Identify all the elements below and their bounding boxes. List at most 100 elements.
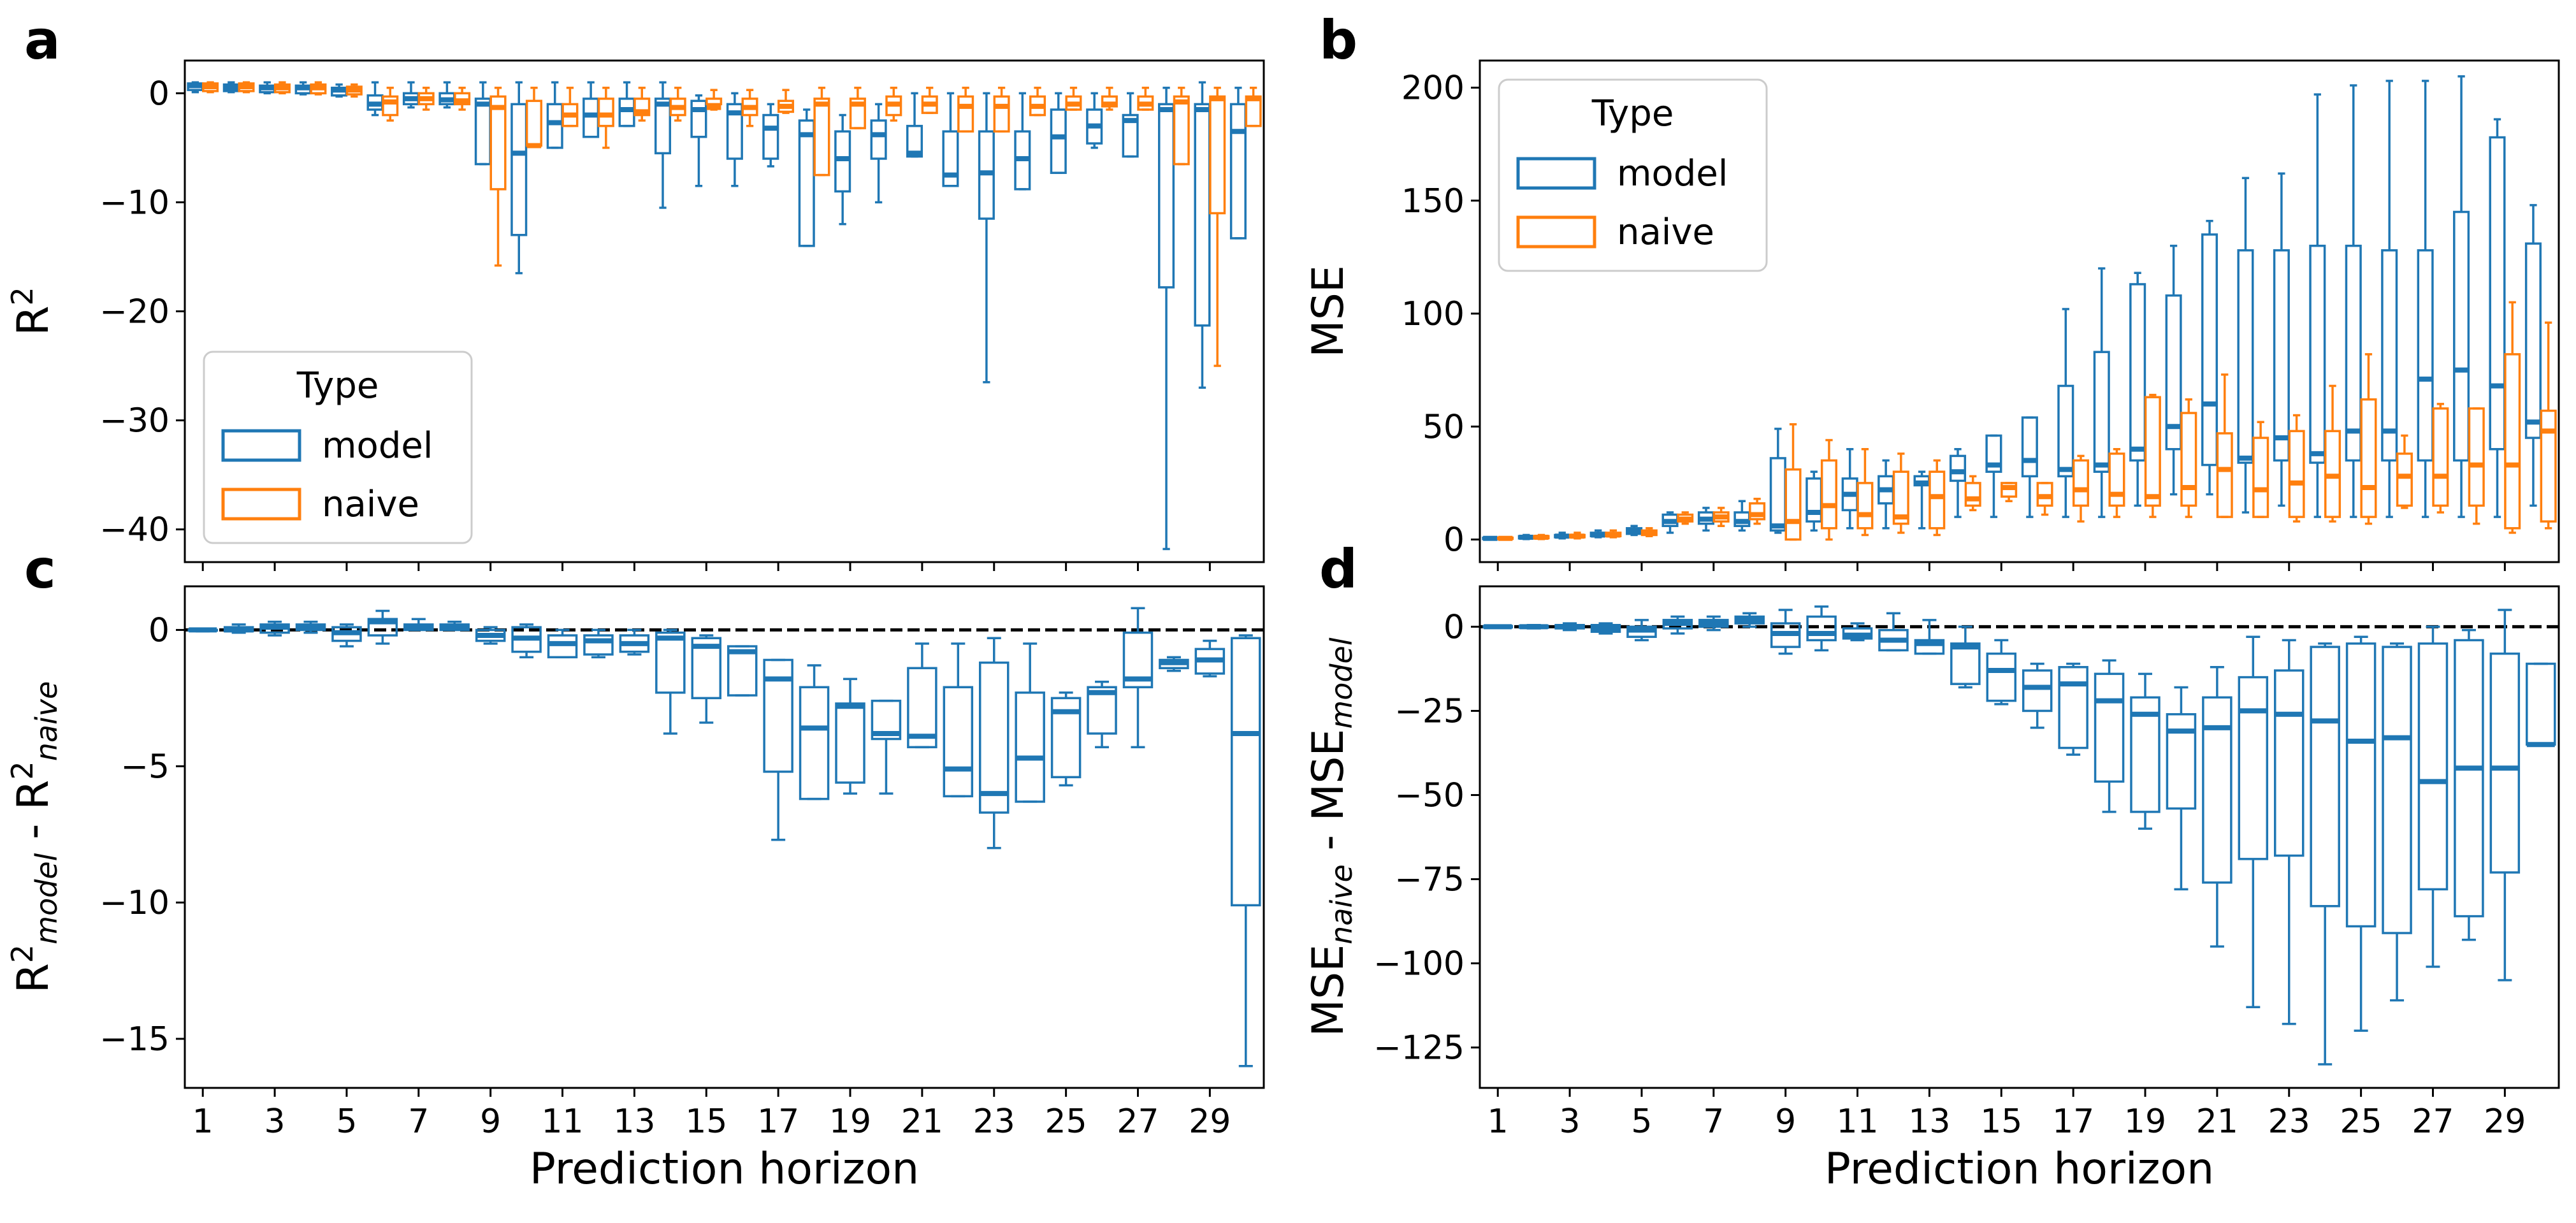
box-body	[2093, 351, 2110, 473]
box-body	[1050, 697, 1082, 779]
box-naive-19	[2144, 393, 2161, 518]
box-body	[2021, 416, 2038, 478]
box-model-20	[2165, 244, 2182, 496]
box-model-3	[1554, 622, 1585, 632]
series-naive	[1497, 301, 2557, 541]
box-body	[2345, 244, 2362, 462]
y-tick-label: 0	[148, 611, 170, 649]
y-label-part: 2	[5, 761, 40, 779]
box-naive-2	[1533, 533, 1550, 540]
x-tick-label: 19	[2124, 1103, 2166, 1141]
box-model-26	[1087, 680, 1117, 749]
box-body	[2202, 696, 2232, 884]
x-tick-label: 1	[1487, 1103, 1509, 1141]
y-axis: 0 −10 −20 −30 −40	[99, 75, 185, 549]
box-naive-30	[1245, 87, 1262, 127]
x-tick-label: 9	[480, 1103, 501, 1141]
panel-letter-a: a	[24, 9, 61, 71]
y-label-part: 2	[5, 287, 40, 305]
box-model-28	[2454, 628, 2484, 941]
box-naive-9	[1784, 423, 1802, 541]
box-body	[1194, 103, 1211, 327]
box-model-13	[1913, 470, 1930, 530]
box-model-18	[798, 108, 815, 247]
box-naive-15	[706, 89, 723, 111]
box-model-24	[2309, 93, 2326, 518]
box-model-26	[2381, 80, 2398, 518]
box-model-16	[2021, 416, 2038, 518]
box-body	[907, 667, 937, 749]
legend-swatch-model	[221, 429, 301, 462]
y-tick-label: −15	[99, 1020, 170, 1059]
box-model-11	[1841, 447, 1858, 530]
box-naive-15	[2001, 482, 2018, 503]
x-tick-label: 29	[1189, 1103, 1231, 1141]
box-body	[1949, 454, 1967, 482]
plot-frame	[184, 585, 1265, 1089]
y-tick-label: −5	[120, 748, 170, 786]
box-model-19	[834, 113, 851, 226]
box-body	[691, 637, 722, 700]
box-model-20	[870, 103, 887, 204]
box-body	[1749, 502, 1766, 521]
box-body	[2238, 676, 2269, 860]
y-label-part: - MSE	[1303, 729, 1354, 865]
box-body	[582, 98, 600, 138]
box-naive-4	[1605, 529, 1622, 539]
box-model-23	[2273, 172, 2290, 507]
x-tick-label: 11	[1836, 1103, 1878, 1141]
x-tick-label: 19	[829, 1103, 871, 1141]
box-naive-5	[1640, 527, 1658, 537]
box-model-18	[2094, 659, 2125, 813]
y-tick-label: −10	[99, 884, 170, 922]
box-body	[654, 98, 672, 155]
box-naive-29	[1209, 87, 1226, 367]
y-label-part: naive	[1324, 864, 1359, 944]
box-body	[474, 98, 491, 166]
box-model-2	[222, 81, 240, 94]
y-tick-label: −50	[1394, 776, 1465, 814]
box-naive-5	[345, 83, 363, 98]
box-body	[382, 95, 399, 117]
y-tick-label: −10	[99, 184, 170, 222]
x-tick-label: 5	[1631, 1103, 1652, 1141]
y-label-part: R	[8, 963, 59, 993]
y-axis-label: R2	[5, 287, 59, 336]
box-body	[2489, 136, 2506, 451]
box-body	[2273, 249, 2290, 462]
box-body	[583, 634, 614, 656]
x-tick-label: 21	[901, 1103, 943, 1141]
box-model-25	[2345, 84, 2362, 518]
y-label-part: MSE	[1303, 265, 1354, 358]
x-tick-label: 27	[2412, 1103, 2454, 1141]
box-body	[706, 98, 723, 106]
box-model-21	[2202, 666, 2232, 948]
box-body	[2310, 646, 2340, 908]
box-naive-21	[2216, 373, 2233, 518]
box-body	[690, 99, 707, 138]
box-body	[2453, 210, 2470, 462]
y-axis: 0 50 100 150 200	[1401, 69, 1480, 560]
y-tick-label: −100	[1373, 945, 1465, 983]
y-tick-label: −125	[1373, 1029, 1465, 1067]
panel-a: a 0 −10 −20 −30 −40 R2 Type model naive	[5, 9, 1265, 571]
box-model-7	[1697, 507, 1715, 532]
box-model-7	[1698, 615, 1729, 632]
y-label-part: - R	[8, 780, 59, 853]
box-model-18	[2093, 267, 2110, 518]
box-model-20	[2166, 686, 2197, 891]
box-model-25	[1050, 92, 1067, 174]
box-body	[834, 130, 851, 193]
box-body	[763, 658, 793, 773]
x-axis: 1 3 5 7 9 11 13 15 17 19 21 23 25 27 29	[192, 1088, 1231, 1141]
y-tick-label: −40	[99, 511, 170, 549]
box-model-24	[1014, 92, 1031, 191]
box-model-17	[2057, 308, 2074, 518]
y-label-part: naive	[29, 681, 64, 762]
box-model-25	[2345, 635, 2377, 1032]
box-model-29	[1194, 639, 1226, 677]
box-naive-22	[2252, 421, 2269, 518]
box-model-3	[259, 81, 276, 95]
box-body	[1050, 108, 1067, 174]
